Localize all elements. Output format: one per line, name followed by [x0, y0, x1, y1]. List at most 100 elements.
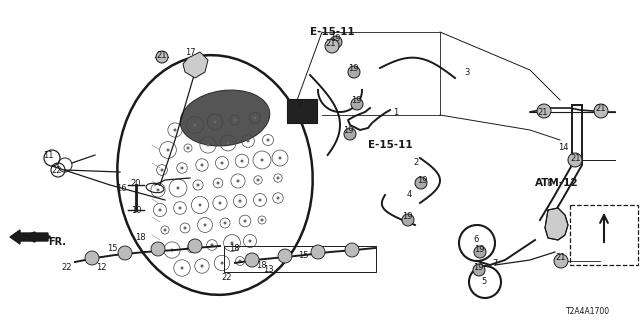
Circle shape [204, 223, 207, 227]
Circle shape [568, 153, 582, 167]
Circle shape [237, 180, 239, 182]
Text: 21: 21 [538, 108, 548, 116]
Circle shape [594, 104, 608, 118]
Text: 19: 19 [351, 95, 361, 105]
Circle shape [266, 139, 269, 141]
Circle shape [554, 254, 568, 268]
Circle shape [186, 147, 189, 149]
Circle shape [311, 245, 325, 259]
Text: 3: 3 [464, 68, 470, 76]
Text: FR.: FR. [48, 237, 66, 247]
Circle shape [345, 243, 359, 257]
Circle shape [241, 159, 243, 163]
Circle shape [180, 267, 184, 269]
Text: 1: 1 [394, 108, 399, 116]
Text: 18: 18 [134, 233, 145, 242]
Circle shape [473, 264, 485, 276]
Circle shape [193, 124, 196, 126]
Text: E-15-11: E-15-11 [368, 140, 413, 150]
Circle shape [177, 187, 179, 189]
Polygon shape [545, 208, 568, 240]
Circle shape [234, 118, 237, 122]
Text: 12: 12 [96, 263, 106, 273]
Text: 11: 11 [43, 150, 53, 159]
Circle shape [245, 253, 259, 267]
Circle shape [257, 179, 259, 181]
Text: T2A4A1700: T2A4A1700 [566, 307, 610, 316]
Text: 22: 22 [61, 263, 72, 273]
Text: 19: 19 [402, 212, 412, 220]
Text: 21: 21 [596, 103, 606, 113]
Circle shape [402, 214, 414, 226]
Text: 19: 19 [474, 244, 484, 253]
Circle shape [198, 204, 202, 206]
Circle shape [196, 183, 200, 187]
Text: 19: 19 [343, 125, 353, 134]
Circle shape [151, 242, 165, 256]
Circle shape [173, 129, 177, 132]
Text: 10: 10 [131, 205, 141, 214]
Circle shape [184, 227, 186, 229]
Circle shape [474, 246, 486, 258]
Circle shape [348, 66, 360, 78]
Text: 9: 9 [296, 99, 301, 108]
Circle shape [191, 246, 193, 250]
Circle shape [159, 209, 161, 212]
Circle shape [246, 140, 250, 142]
Text: 2: 2 [413, 157, 419, 166]
Circle shape [85, 251, 99, 265]
Text: 19: 19 [348, 63, 358, 73]
Circle shape [248, 239, 252, 243]
Circle shape [344, 128, 356, 140]
Text: 18: 18 [228, 244, 239, 252]
Text: 8: 8 [547, 179, 552, 188]
Text: E-15-11: E-15-11 [310, 27, 355, 37]
Text: 6: 6 [474, 235, 479, 244]
Circle shape [278, 249, 292, 263]
Circle shape [156, 51, 168, 63]
Circle shape [170, 249, 173, 252]
Circle shape [415, 177, 427, 189]
Circle shape [180, 166, 184, 170]
Ellipse shape [180, 90, 269, 146]
Polygon shape [183, 52, 208, 78]
Circle shape [537, 104, 551, 118]
Text: 22: 22 [221, 274, 232, 283]
Circle shape [243, 220, 246, 222]
Circle shape [259, 198, 262, 202]
Circle shape [118, 246, 132, 260]
Circle shape [166, 148, 170, 151]
Text: 19: 19 [417, 175, 428, 185]
Text: 13: 13 [262, 266, 273, 275]
Circle shape [221, 162, 223, 164]
Circle shape [260, 219, 264, 221]
Text: 19: 19 [330, 34, 340, 43]
Circle shape [239, 199, 241, 203]
Circle shape [227, 141, 230, 145]
Circle shape [276, 196, 280, 199]
Text: 5: 5 [481, 277, 486, 286]
Circle shape [179, 206, 182, 210]
Circle shape [239, 260, 241, 262]
Text: 20: 20 [131, 179, 141, 188]
Circle shape [216, 181, 220, 185]
Text: 21: 21 [157, 51, 167, 60]
Text: 16: 16 [116, 183, 126, 193]
Circle shape [351, 98, 363, 110]
Text: 22: 22 [52, 165, 62, 174]
Circle shape [211, 244, 214, 246]
Text: 14: 14 [557, 142, 568, 151]
Circle shape [161, 169, 163, 172]
Text: 4: 4 [406, 189, 412, 198]
Circle shape [221, 261, 223, 265]
Text: ATM-12: ATM-12 [535, 178, 579, 188]
FancyArrow shape [10, 230, 48, 244]
Text: 7: 7 [492, 260, 498, 268]
Circle shape [218, 202, 221, 204]
Circle shape [260, 158, 264, 162]
Circle shape [223, 221, 227, 225]
Circle shape [276, 177, 280, 180]
Text: 15: 15 [298, 251, 308, 260]
Circle shape [163, 228, 166, 231]
Circle shape [214, 121, 216, 124]
